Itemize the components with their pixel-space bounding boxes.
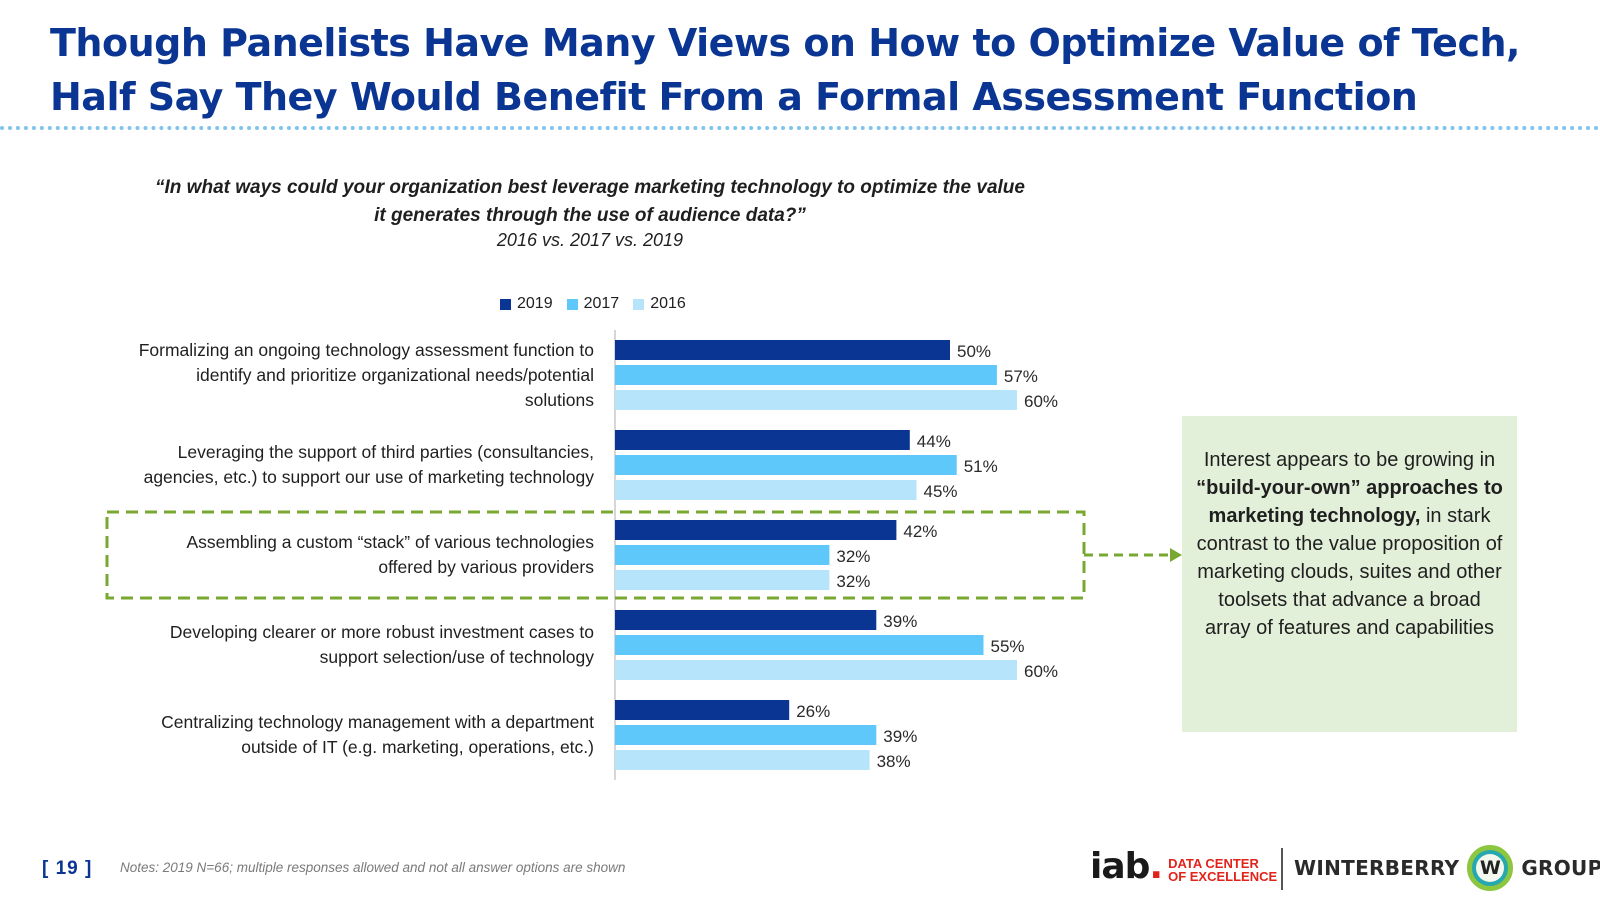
value-label-2019-cat-2: 44% (917, 432, 951, 451)
iab-logo-subtitle: DATA CENTER OF EXCELLENCE (1168, 856, 1278, 884)
category-label-3: Assembling a custom “stack” of various t… (100, 530, 594, 580)
category-label-1-line-3: solutions (524, 389, 594, 410)
bar-2016-cat-3 (615, 570, 830, 590)
value-label-2016-cat-1: 60% (1024, 392, 1058, 411)
value-label-2017-cat-5: 39% (883, 727, 917, 746)
category-label-1-line-2: identify and prioritize organizational n… (196, 364, 594, 385)
highlight-box (105, 510, 1086, 600)
value-label-2017-cat-3: 32% (836, 547, 870, 566)
callout-box: Interest appears to be growing in “build… (1182, 416, 1517, 732)
value-label-2017-cat-2: 51% (964, 457, 998, 476)
callout-text-pre: Interest appears to be growing in (1203, 449, 1496, 471)
category-label-1-line-1: Formalizing an ongoing technology assess… (138, 339, 594, 360)
title-line-2: Half Say They Would Benefit From a Forma… (50, 75, 1418, 119)
category-label-5-line-2: outside of IT (e.g. marketing, operation… (241, 737, 594, 757)
category-label-4-line-1: Developing clearer or more robust invest… (169, 622, 594, 642)
value-label-2016-cat-2: 45% (924, 482, 958, 501)
category-label-3-line-2: offered by various providers (378, 557, 594, 577)
group-word: GROUP (1521, 856, 1600, 880)
bar-2017-cat-5 (615, 725, 877, 745)
legend-item-2016: 2016 (633, 295, 686, 313)
bar-2017-cat-3 (615, 545, 830, 565)
question-line-1: “In what ways could your organization be… (155, 177, 1025, 198)
logo-divider (1281, 848, 1283, 890)
question-subtitle: 2016 vs. 2017 vs. 2019 (496, 230, 684, 250)
bar-2017-cat-2 (615, 455, 957, 475)
iab-logo: iab. DATA CENTER OF EXCELLENCE (1090, 845, 1277, 885)
bar-2016-cat-5 (615, 750, 870, 770)
category-label-1: Formalizing an ongoing technology assess… (100, 338, 594, 413)
page-title: Though Panelists Have Many Views on How … (50, 16, 1530, 124)
category-label-5: Centralizing technology management with … (100, 710, 594, 760)
bar-2019-cat-1 (615, 340, 950, 360)
bar-2017-cat-4 (615, 635, 984, 655)
bar-2019-cat-4 (615, 610, 877, 630)
page-number: [ 19 ] (42, 858, 93, 879)
value-label-2017-cat-4: 55% (991, 637, 1025, 656)
category-label-5-line-1: Centralizing technology management with … (161, 712, 594, 732)
legend-item-2017: 2017 (566, 295, 620, 313)
winterberry-word: WINTERBERRY (1294, 856, 1460, 880)
category-label-2: Leveraging the support of third parties … (100, 440, 594, 490)
legend-label-2017: 2017 (583, 295, 620, 312)
footnote: Notes: 2019 N=66; multiple responses all… (120, 860, 626, 875)
value-label-2019-cat-1: 50% (957, 342, 991, 361)
value-label-2016-cat-3: 32% (836, 572, 870, 591)
bar-2016-cat-4 (615, 660, 1017, 680)
category-label-4-line-2: support selection/use of technology (319, 647, 594, 667)
category-label-3-line-1: Assembling a custom “stack” of various t… (186, 532, 594, 552)
value-label-2017-cat-1: 57% (1004, 367, 1038, 386)
winterberry-w-icon: W (1467, 845, 1514, 891)
legend-label-2016: 2016 (650, 295, 686, 312)
title-line-1: Though Panelists Have Many Views on How … (50, 21, 1520, 65)
title-divider (0, 126, 1600, 130)
value-label-2019-cat-3: 42% (903, 522, 937, 541)
winterberry-group-logo: WINTERBERRY W GROUP (1294, 843, 1600, 893)
legend-label-2019: 2019 (517, 295, 553, 312)
question-line-2: it generates through the use of audience… (374, 205, 806, 226)
callout-text-post: in stark contrast to the value propositi… (1196, 505, 1503, 639)
iab-logo-word: iab. (1090, 846, 1163, 887)
value-label-2019-cat-5: 26% (796, 702, 830, 721)
bar-2019-cat-2 (615, 430, 910, 450)
legend-item-2019: 2019 (500, 295, 553, 313)
callout-text-bold: “build-your-own” approaches to marketing… (1196, 477, 1503, 527)
category-label-2-line-1: Leveraging the support of third parties … (177, 442, 594, 462)
bar-2016-cat-1 (615, 390, 1017, 410)
bar-2016-cat-2 (615, 480, 917, 500)
value-label-2016-cat-4: 60% (1024, 662, 1058, 681)
legend-swatch-2017 (566, 298, 578, 310)
category-label-4: Developing clearer or more robust invest… (100, 620, 594, 670)
bar-2017-cat-1 (615, 365, 997, 385)
legend-swatch-2019 (500, 298, 511, 310)
bar-2019-cat-5 (615, 700, 790, 720)
survey-question: “In what ways could your organization be… (100, 174, 1080, 230)
legend-swatch-2016 (633, 298, 645, 310)
value-label-2016-cat-5: 38% (877, 752, 911, 771)
callout-arrow-head (1170, 548, 1182, 562)
bar-2019-cat-3 (615, 520, 897, 540)
value-label-2019-cat-4: 39% (883, 612, 917, 631)
chart-legend: 2019 2017 2016 (500, 294, 700, 314)
category-label-2-line-2: agencies, etc.) to support our use of ma… (143, 467, 594, 487)
